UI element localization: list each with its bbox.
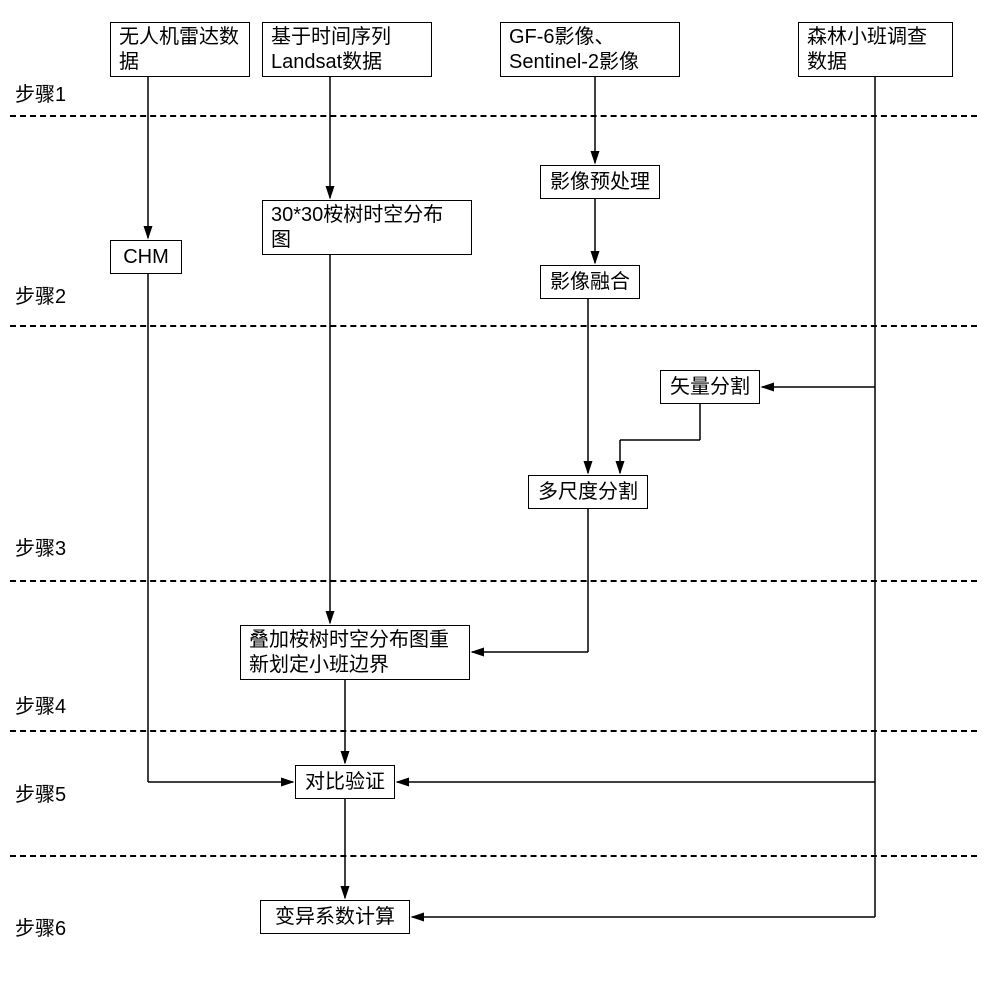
node-uav-radar: 无人机雷达数据	[110, 22, 250, 77]
node-label: 变异系数计算	[275, 905, 395, 930]
node-label: 叠加桉树时空分布图重新划定小班边界	[249, 628, 461, 678]
node-3030-map: 30*30桉树时空分布图	[262, 200, 472, 255]
node-cv-calc: 变异系数计算	[260, 900, 410, 934]
divider-4	[10, 730, 977, 732]
step-label-3: 步骤3	[15, 532, 66, 561]
node-fusion: 影像融合	[540, 265, 640, 299]
node-overlay-redelineate: 叠加桉树时空分布图重新划定小班边界	[240, 625, 470, 680]
node-label: 森林小班调查数据	[807, 25, 944, 75]
node-multiscale-seg: 多尺度分割	[528, 475, 648, 509]
step-label-1: 步骤1	[15, 78, 66, 107]
node-label: 影像融合	[550, 270, 630, 295]
step-label-5: 步骤5	[15, 778, 66, 807]
node-forest-survey: 森林小班调查数据	[798, 22, 953, 77]
node-chm: CHM	[110, 240, 182, 274]
node-label: 无人机雷达数据	[119, 25, 241, 75]
node-label: CHM	[123, 245, 169, 270]
divider-5	[10, 855, 977, 857]
node-gf6-sentinel2: GF-6影像、Sentinel-2影像	[500, 22, 680, 77]
node-label: 多尺度分割	[538, 480, 638, 505]
node-label: 对比验证	[305, 770, 385, 795]
node-label: 基于时间序列Landsat数据	[271, 25, 423, 75]
node-label: GF-6影像、Sentinel-2影像	[509, 25, 671, 75]
step-label-4: 步骤4	[15, 690, 66, 719]
divider-3	[10, 580, 977, 582]
node-preprocess: 影像预处理	[540, 165, 660, 199]
divider-2	[10, 325, 977, 327]
node-vector-seg: 矢量分割	[660, 370, 760, 404]
divider-1	[10, 115, 977, 117]
node-label: 影像预处理	[550, 170, 650, 195]
flow-arrows	[0, 0, 987, 1000]
step-label-6: 步骤6	[15, 912, 66, 941]
node-label: 矢量分割	[670, 375, 750, 400]
step-label-2: 步骤2	[15, 280, 66, 309]
node-verify: 对比验证	[295, 765, 395, 799]
node-landsat-ts: 基于时间序列Landsat数据	[262, 22, 432, 77]
node-label: 30*30桉树时空分布图	[271, 203, 463, 253]
